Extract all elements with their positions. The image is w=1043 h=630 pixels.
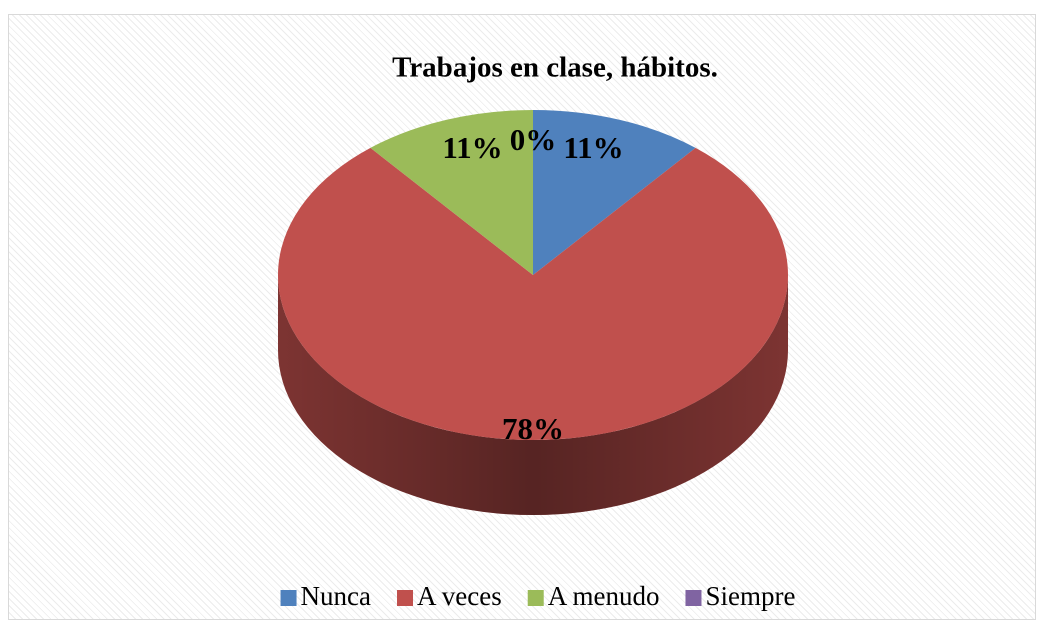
chart-title: Trabajos en clase, hábitos. bbox=[392, 52, 718, 84]
pie-slice bbox=[278, 147, 789, 441]
data-label: 11% bbox=[442, 130, 502, 165]
pie-side-shade bbox=[278, 275, 788, 515]
legend-label: Siempre bbox=[705, 581, 795, 611]
legend-label: Nunca bbox=[301, 581, 371, 611]
data-label: 11% bbox=[563, 130, 623, 165]
data-label: 78% bbox=[502, 411, 564, 446]
legend-swatch bbox=[685, 590, 702, 606]
legend-swatch bbox=[397, 590, 414, 606]
pie-slice bbox=[533, 110, 696, 275]
legend-swatch bbox=[280, 590, 297, 606]
legend-label: A menudo bbox=[548, 581, 660, 611]
legend-label: A veces bbox=[417, 581, 502, 611]
pie-slice bbox=[370, 110, 533, 275]
data-label: 0% bbox=[510, 122, 557, 157]
legend-swatch bbox=[527, 590, 544, 606]
